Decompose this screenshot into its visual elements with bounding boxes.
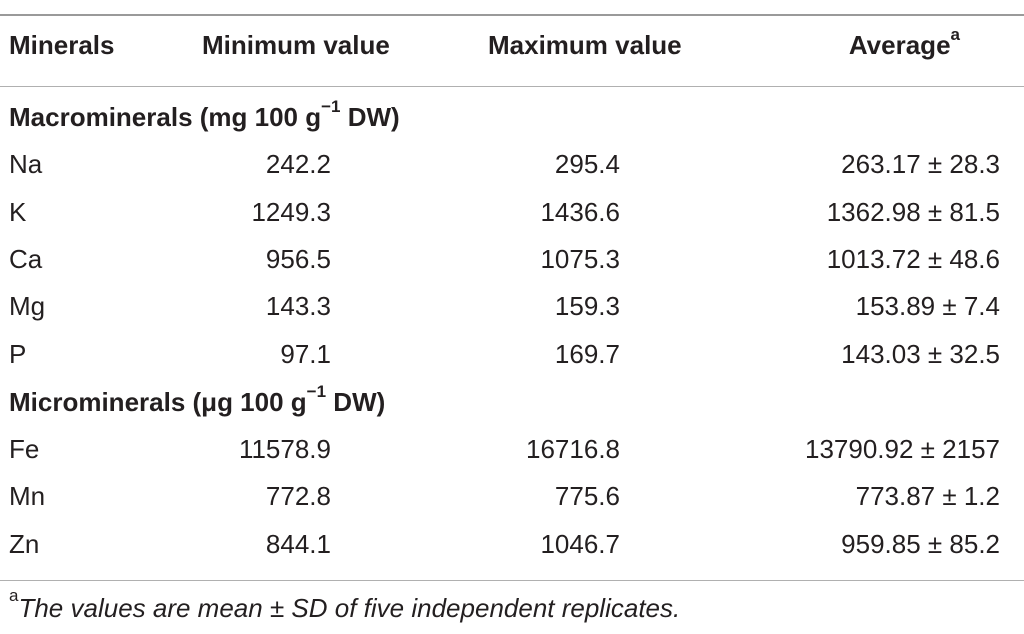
- average-value: 153.89 ± 7.4: [855, 291, 1000, 321]
- header-average: Averagea: [849, 21, 960, 69]
- minimum-value: 242.2: [265, 149, 331, 179]
- maximum-value: 159.3: [554, 291, 620, 321]
- table-row: Mn 772.8 775.6 773.87 ± 1.2: [0, 472, 1024, 520]
- section-title-prefix: Microminerals (μg 100 g: [9, 387, 307, 417]
- header-rule: [0, 86, 1024, 87]
- header-maximum-value: Maximum value: [488, 30, 682, 60]
- header-minimum-value: Minimum value: [202, 30, 390, 60]
- minimum-value: 143.3: [265, 291, 331, 321]
- maximum-value: 1046.7: [540, 529, 620, 559]
- table-row: Ca 956.5 1075.3 1013.72 ± 48.6: [0, 235, 1024, 283]
- footnote-mark: a: [9, 586, 19, 606]
- section-title-exponent: −1: [321, 97, 341, 117]
- minimum-value: 772.8: [265, 481, 331, 511]
- section-title-suffix: DW): [340, 102, 400, 132]
- minimum-value: 956.5: [265, 244, 331, 274]
- bottom-rule: [0, 580, 1024, 581]
- maximum-value: 16716.8: [526, 434, 620, 464]
- table-footnote: aThe values are mean ± SD of five indepe…: [9, 586, 681, 628]
- minimum-value: 1249.3: [251, 197, 331, 227]
- maximum-value: 295.4: [554, 149, 620, 179]
- table-row: P 97.1 169.7 143.03 ± 32.5: [0, 330, 1024, 378]
- table-row: Na 242.2 295.4 263.17 ± 28.3: [0, 140, 1024, 188]
- table-row: Zn 844.1 1046.7 959.85 ± 85.2: [0, 520, 1024, 568]
- header-average-footnote-mark: a: [950, 25, 960, 45]
- table-row: Fe 11578.9 16716.8 13790.92 ± 2157: [0, 425, 1024, 473]
- maximum-value: 1075.3: [540, 244, 620, 274]
- maximum-value: 775.6: [554, 481, 620, 511]
- average-value: 773.87 ± 1.2: [855, 481, 1000, 511]
- mineral-name: P: [9, 339, 27, 369]
- minimum-value: 11578.9: [238, 434, 331, 464]
- footnote-text: The values are mean ± SD of five indepen…: [18, 593, 681, 623]
- mineral-name: Fe: [9, 434, 40, 464]
- average-value: 1362.98 ± 81.5: [826, 197, 1000, 227]
- mineral-name: K: [9, 197, 27, 227]
- average-value: 263.17 ± 28.3: [841, 149, 1000, 179]
- minimum-value: 97.1: [280, 339, 331, 369]
- header-minerals: Minerals: [9, 30, 115, 60]
- mineral-name: Mn: [9, 481, 46, 511]
- table-row: K 1249.3 1436.6 1362.98 ± 81.5: [0, 188, 1024, 236]
- header-average-label: Average: [848, 30, 951, 60]
- section-heading-macrominerals: Macrominerals (mg 100 g−1 DW): [0, 93, 1024, 141]
- top-rule: [0, 14, 1024, 16]
- mineral-name: Na: [9, 149, 43, 179]
- section-title-exponent: −1: [306, 382, 327, 402]
- average-value: 13790.92 ± 2157: [805, 434, 1000, 464]
- mineral-name: Ca: [9, 244, 43, 274]
- minimum-value: 844.1: [265, 529, 331, 559]
- average-value: 143.03 ± 32.5: [841, 339, 1000, 369]
- section-title-prefix: Macrominerals (mg 100 g: [9, 102, 322, 132]
- average-value: 959.85 ± 85.2: [841, 529, 1000, 559]
- maximum-value: 169.7: [554, 339, 620, 369]
- average-value: 1013.72 ± 48.6: [826, 244, 1000, 274]
- mineral-name: Zn: [9, 529, 40, 559]
- table-row: Mg 143.3 159.3 153.89 ± 7.4: [0, 282, 1024, 330]
- mineral-name: Mg: [9, 291, 46, 321]
- maximum-value: 1436.6: [540, 197, 620, 227]
- table-header-row: Minerals Minimum value Maximum value Ave…: [0, 21, 1024, 69]
- section-heading-microminerals: Microminerals (μg 100 g−1 DW): [0, 378, 1024, 426]
- section-title-suffix: DW): [326, 387, 386, 417]
